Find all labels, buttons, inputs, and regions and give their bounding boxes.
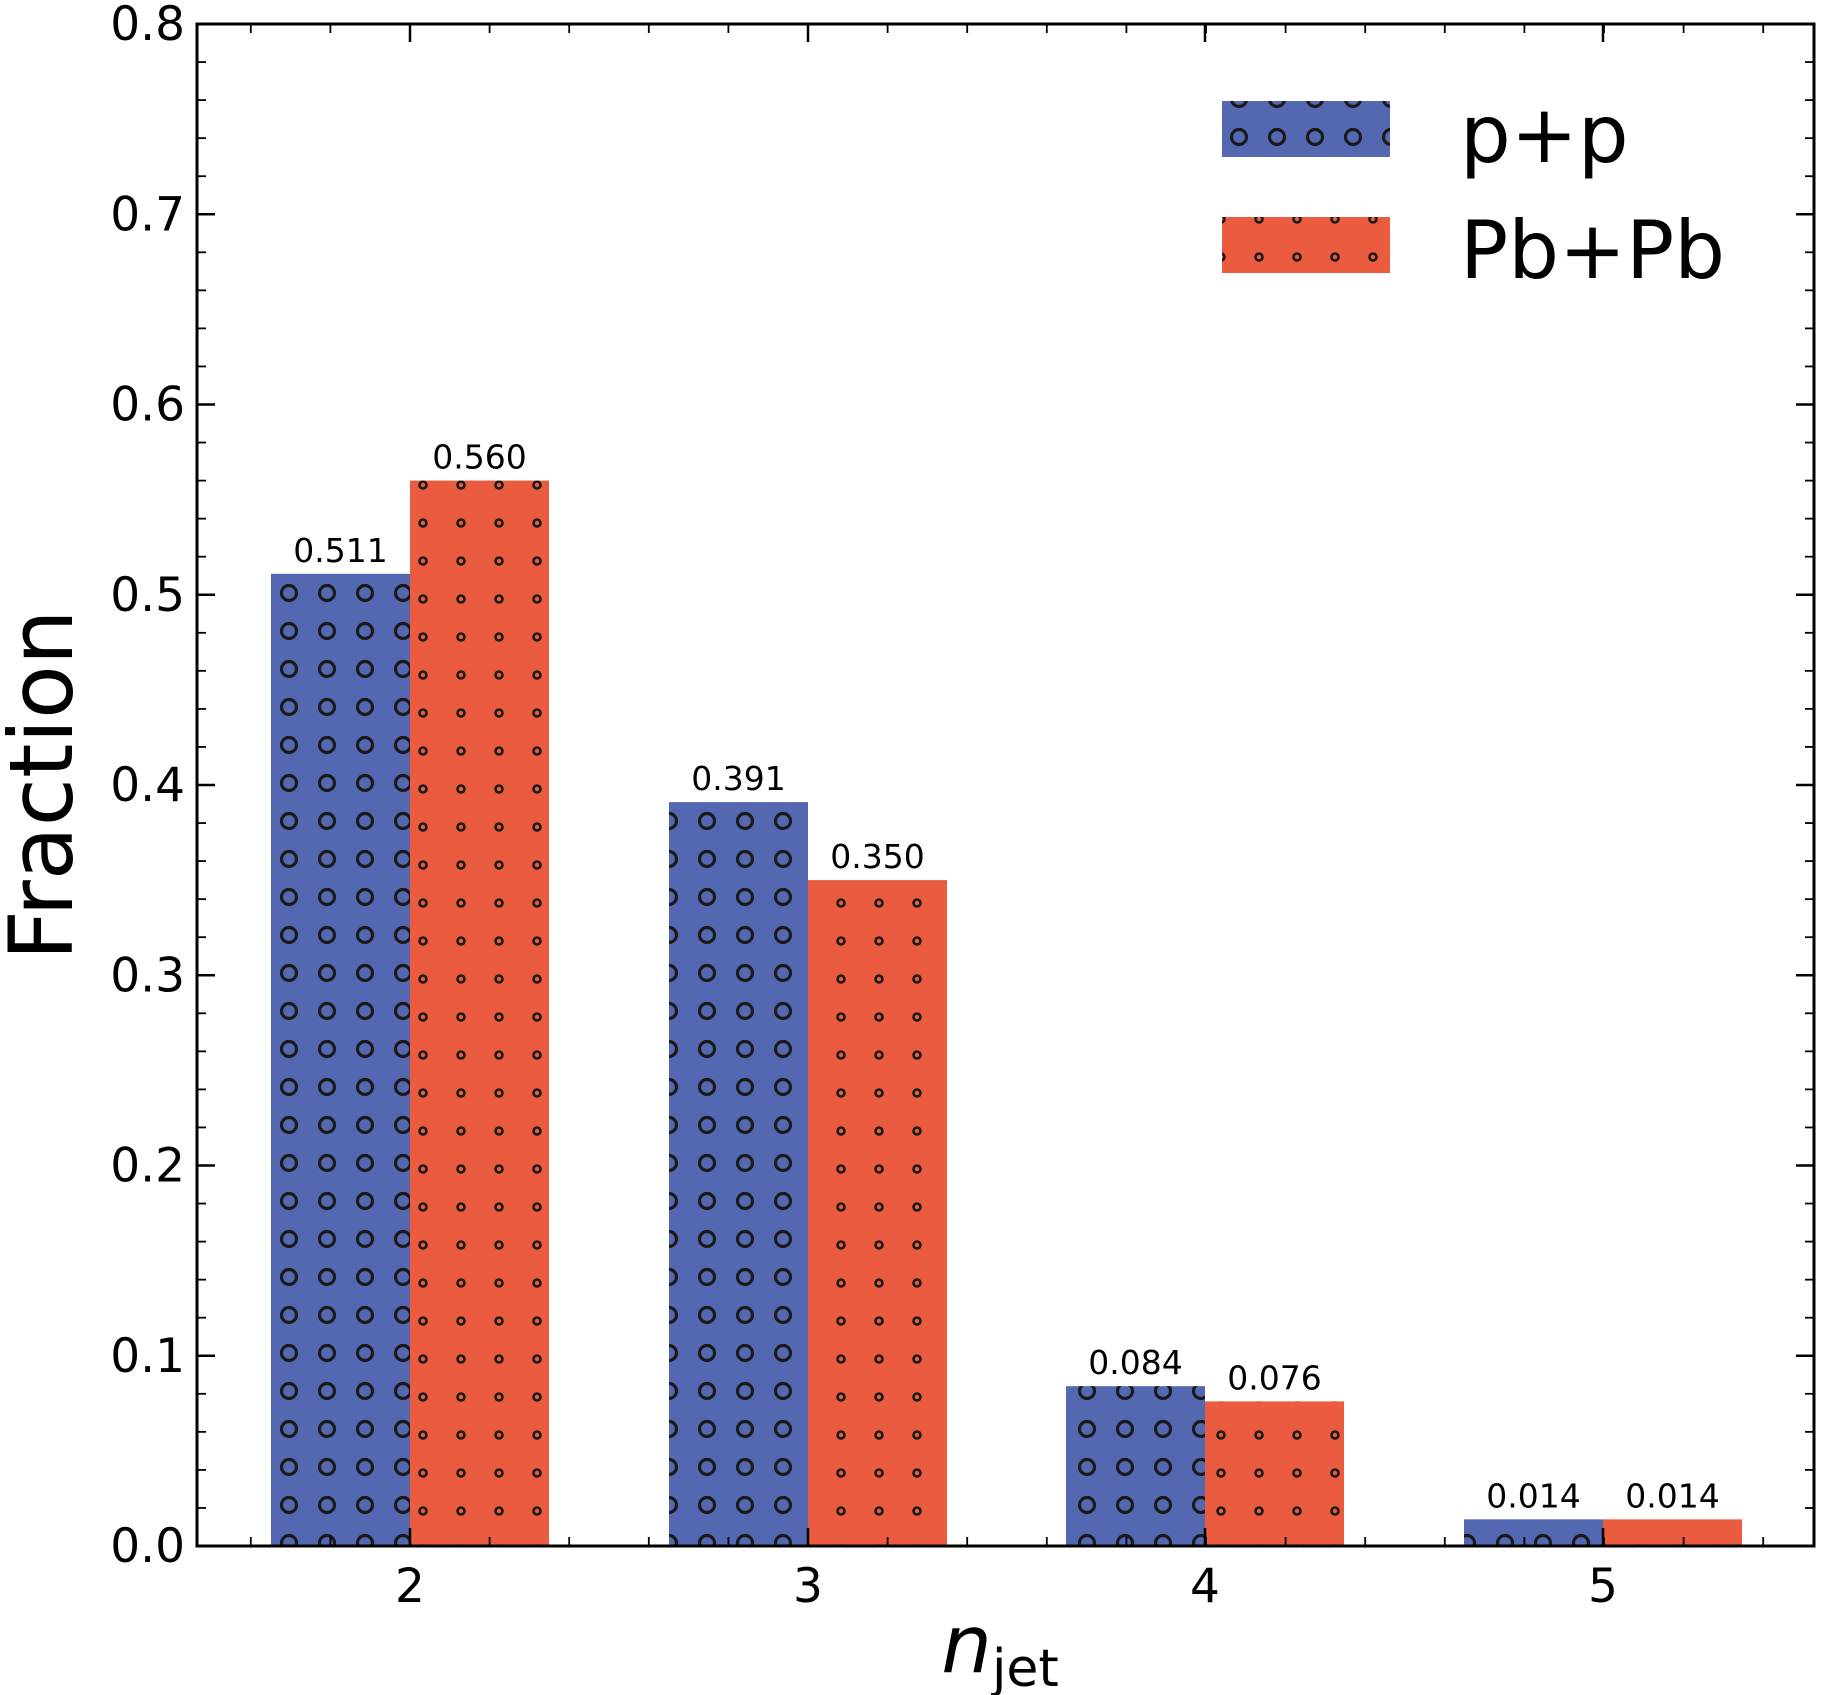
y-tick-label: 0.3	[110, 948, 185, 1003]
x-axis-label-subscript: jet	[991, 1639, 1059, 1695]
bar-hatch-pp-njet-3	[669, 802, 808, 1546]
legend-swatch-pattern-pbpb	[1222, 217, 1390, 273]
y-tick-label: 0.0	[110, 1519, 185, 1574]
x-tick-label-2: 2	[395, 1559, 425, 1614]
bar-value-label-pbpb-njet-5: 0.014	[1625, 1476, 1719, 1515]
bar-value-label-pp-njet-4: 0.084	[1088, 1343, 1182, 1382]
bar-value-label-pp-njet-3: 0.391	[691, 759, 785, 798]
y-tick-label: 0.8	[110, 0, 185, 52]
bars-group	[271, 480, 1742, 1547]
plot-frame	[195, 22, 1816, 1548]
bar-hatch-pbpb-njet-4	[1205, 1401, 1344, 1546]
y-tick-label: 0.4	[110, 758, 185, 813]
x-tick-label-4: 4	[1190, 1559, 1220, 1614]
bar-hatch-pbpb-njet-5	[1603, 1519, 1742, 1546]
legend-item-pbpb: Pb+Pb	[1222, 204, 1725, 297]
legend-swatch-pattern-pp	[1222, 101, 1390, 157]
y-tick-label: 0.1	[110, 1329, 185, 1384]
bar-hatch-pbpb-njet-3	[808, 880, 947, 1546]
bar-hatch-pp-njet-2	[271, 573, 410, 1546]
y-tick-label: 0.7	[110, 187, 185, 242]
x-axis-label-main: n	[941, 1598, 992, 1691]
legend-label-pp: p+p	[1460, 88, 1629, 181]
bar-value-label-pbpb-njet-4: 0.076	[1227, 1358, 1321, 1397]
y-tick-label: 0.6	[110, 378, 185, 433]
x-tick-label-3: 3	[793, 1559, 823, 1614]
bar-labels-group: 0.511 0.391 0.084 0.014 0.560 0.350 0.076 0.014	[293, 438, 1719, 1516]
bar-value-label-pbpb-njet-2: 0.560	[432, 438, 526, 477]
y-axis-label: Fraction	[0, 609, 93, 960]
x-axis-label: njet	[941, 1598, 1059, 1695]
bar-hatch-pp-njet-4	[1066, 1386, 1205, 1546]
legend-item-pp: p+p	[1222, 88, 1629, 181]
y-tick-label: 0.5	[110, 568, 185, 623]
bar-hatch-pp-njet-5	[1464, 1519, 1603, 1546]
x-axis-ticks: 2 3 4 5	[249, 24, 1765, 1614]
bar-value-label-pp-njet-5: 0.014	[1486, 1476, 1580, 1515]
y-tick-label: 0.2	[110, 1139, 185, 1194]
bar-value-label-pbpb-njet-3: 0.350	[830, 837, 924, 876]
x-tick-label-5: 5	[1588, 1559, 1618, 1614]
legend-label-pbpb: Pb+Pb	[1460, 204, 1725, 297]
legend: p+p Pb+Pb	[1222, 88, 1725, 297]
y-axis-ticks: 0.0 0.1 0.2 0.3 0.4 0.5 0.6 0.7 0.8	[110, 0, 1814, 1574]
bar-hatch-pbpb-njet-2	[410, 480, 549, 1547]
bar-value-label-pp-njet-2: 0.511	[293, 531, 387, 570]
